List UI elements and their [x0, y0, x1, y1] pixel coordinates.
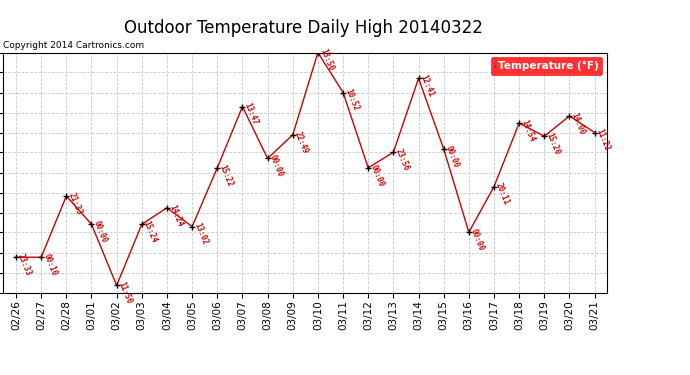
- Text: 14:00: 14:00: [569, 111, 586, 136]
- Text: 13:02: 13:02: [192, 222, 209, 247]
- Text: 14:54: 14:54: [519, 118, 536, 143]
- Text: 11:50: 11:50: [117, 280, 134, 306]
- Text: 15:22: 15:22: [217, 163, 235, 188]
- Text: 00:10: 00:10: [41, 252, 58, 277]
- Text: 15:20: 15:20: [544, 132, 562, 156]
- Legend: Temperature (°F): Temperature (°F): [491, 57, 602, 75]
- Text: 00:00: 00:00: [444, 144, 461, 169]
- Text: Outdoor Temperature Daily High 20140322: Outdoor Temperature Daily High 20140322: [124, 19, 483, 37]
- Text: 22:49: 22:49: [293, 130, 310, 155]
- Text: 23:56: 23:56: [393, 147, 411, 172]
- Text: 21:33: 21:33: [66, 191, 83, 216]
- Text: 23:33: 23:33: [16, 252, 33, 277]
- Text: 00:00: 00:00: [368, 163, 385, 188]
- Text: 20:11: 20:11: [494, 182, 511, 207]
- Text: Copyright 2014 Cartronics.com: Copyright 2014 Cartronics.com: [3, 41, 145, 50]
- Text: 00:00: 00:00: [469, 228, 486, 252]
- Text: 00:00: 00:00: [268, 154, 284, 178]
- Text: 13:50: 13:50: [318, 48, 335, 72]
- Text: 00:00: 00:00: [92, 219, 108, 244]
- Text: 15:24: 15:24: [142, 219, 159, 244]
- Text: 14:24: 14:24: [167, 203, 184, 228]
- Text: 13:47: 13:47: [242, 102, 259, 127]
- Text: 11:22: 11:22: [595, 128, 611, 153]
- Text: 10:52: 10:52: [343, 88, 360, 112]
- Text: 12:41: 12:41: [419, 74, 435, 98]
